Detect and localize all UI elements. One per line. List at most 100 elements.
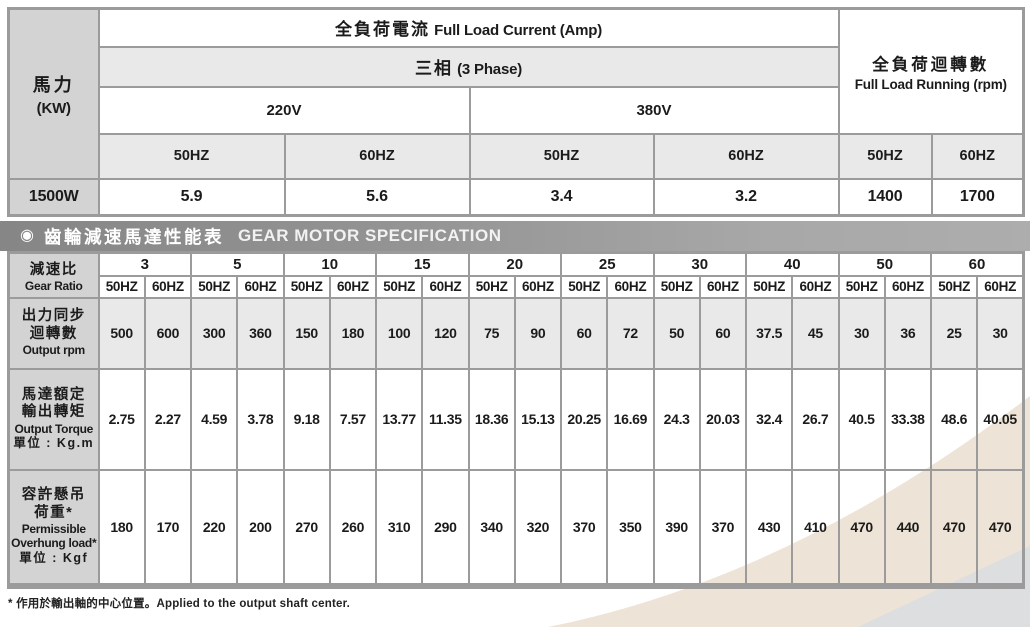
- rpm-cell: 100: [374, 296, 424, 370]
- torque-cell: 32.4: [744, 367, 794, 471]
- full-load-current-en: Full Load Current (Amp): [434, 22, 603, 40]
- horsepower-label-zh: 馬力: [32, 74, 75, 95]
- horsepower-label-en: (KW): [36, 99, 71, 117]
- gear-motor-spec-table: 減速比 Gear Ratio 3 5 10 15 20 25 30 40 50 …: [7, 251, 1025, 589]
- rpm-cell: 50: [652, 296, 701, 370]
- overhung-label-line: 容許懸吊: [21, 487, 86, 504]
- voltage-220-header: 220V: [97, 85, 471, 135]
- rpm-value-cell: 1400: [837, 177, 933, 217]
- hz-header-cell: 50HZ: [97, 274, 146, 299]
- output-torque-unit: 單位 : Kg.m: [13, 436, 95, 451]
- overhung-cell: 310: [374, 468, 424, 587]
- ratio-header-cell: 20: [467, 251, 562, 277]
- table-row: 減速比 Gear Ratio 3 5 10 15 20 25 30 40 50 …: [7, 251, 1025, 299]
- section-banner: ◉ 齒輪減速馬達性能表 GEAR MOTOR SPECIFICATION: [0, 221, 1030, 251]
- hz-header-cell: 50HZ: [559, 274, 609, 299]
- output-rpm-label-line: 出力同步: [21, 308, 86, 325]
- hz-header-cell: 50HZ: [374, 274, 424, 299]
- horsepower-header-cell: 馬力 (KW): [7, 7, 100, 180]
- gear-ratio-label-zh: 減速比: [29, 261, 78, 278]
- rpm-cell: 36: [883, 296, 933, 370]
- torque-cell: 13.77: [374, 367, 424, 471]
- hz-header-cell: 60HZ: [421, 274, 470, 299]
- output-torque-label-line: Output Torque: [14, 421, 94, 436]
- torque-cell: 2.27: [143, 367, 193, 471]
- rpm-cell: 90: [513, 296, 563, 370]
- rpm-cell: 600: [143, 296, 193, 370]
- phase-header: 三相 (3 Phase): [97, 45, 840, 88]
- hz-header-cell: 50HZ: [467, 274, 516, 299]
- overhung-cell: 220: [189, 468, 239, 587]
- ratio-header-cell: 60: [930, 251, 1025, 277]
- freq-header-cell: 60HZ: [930, 132, 1025, 180]
- table-row: 1500W 5.9 5.6 3.4 3.2 1400 1700: [7, 177, 1025, 217]
- current-value-cell: 5.9: [97, 177, 286, 217]
- table-row: 220V 380V: [9, 85, 1024, 135]
- rpm-cell: 150: [282, 296, 331, 370]
- torque-cell: 4.59: [189, 367, 239, 471]
- hz-header-cell: 60HZ: [236, 274, 285, 299]
- banner-title-en: GEAR MOTOR SPECIFICATION: [237, 226, 502, 245]
- spec-sheet: 馬力 (KW) 全負荷電流 Full Load Current (Amp) 全負…: [0, 7, 1030, 610]
- overhung-label-line: Overhung load*: [11, 536, 97, 551]
- overhung-cell: 270: [282, 468, 331, 587]
- freq-header-cell: 60HZ: [652, 132, 840, 180]
- hz-header-cell: 60HZ: [328, 274, 378, 299]
- ratio-header-cell: 30: [652, 251, 747, 277]
- torque-cell: 20.03: [698, 367, 748, 471]
- output-rpm-row-label: 出力同步 迴轉數 Output rpm: [7, 296, 100, 370]
- footnote: * 作用於輸出軸的中心位置。Applied to the output shaf…: [8, 597, 351, 610]
- rpm-cell: 72: [606, 296, 655, 370]
- rpm-cell: 25: [929, 296, 979, 370]
- freq-header-cell: 50HZ: [97, 132, 286, 180]
- gear-ratio-label-en: Gear Ratio: [24, 278, 83, 293]
- running-label-en: Full Load Running (rpm): [854, 76, 1007, 92]
- rpm-cell: 60: [559, 296, 609, 370]
- full-load-table: 馬力 (KW) 全負荷電流 Full Load Current (Amp) 全負…: [7, 7, 1025, 217]
- voltage-380-header: 380V: [468, 85, 840, 135]
- phase-label-zh: 三相: [414, 59, 453, 78]
- ratio-header-cell: 25: [560, 251, 655, 277]
- overhung-load-row: 容許懸吊 荷重* Permissible Overhung load* 單位 :…: [7, 468, 1025, 587]
- output-torque-label-line: 輸出轉矩: [21, 404, 86, 421]
- torque-cell: 48.6: [929, 367, 979, 471]
- output-torque-row: 馬達額定 輸出轉矩 Output Torque 單位 : Kg.m 2.75 2…: [7, 367, 1025, 471]
- output-rpm-label-line: Output rpm: [22, 343, 86, 358]
- table-row: 三相 (3 Phase): [9, 45, 1024, 88]
- torque-cell: 18.36: [467, 367, 516, 471]
- overhung-cell: 340: [467, 468, 516, 587]
- hz-header-cell: 60HZ: [976, 274, 1025, 299]
- hz-header-cell: 60HZ: [606, 274, 655, 299]
- torque-cell: 20.25: [559, 367, 609, 471]
- freq-header-cell: 60HZ: [283, 132, 471, 180]
- torque-cell: 26.7: [791, 367, 840, 471]
- hz-header-cell: 60HZ: [143, 274, 193, 299]
- full-load-current-header: 全負荷電流 Full Load Current (Amp): [97, 7, 840, 48]
- hz-header-cell: 60HZ: [791, 274, 840, 299]
- overhung-cell: 390: [652, 468, 701, 587]
- overhung-cell: 370: [559, 468, 609, 587]
- phase-label-en: (3 Phase): [457, 61, 523, 78]
- rpm-cell: 60: [698, 296, 748, 370]
- output-torque-row-label: 馬達額定 輸出轉矩 Output Torque 單位 : Kg.m: [7, 367, 100, 471]
- overhung-label-line: Permissible: [21, 522, 86, 536]
- ratio-header-cell: 3: [97, 251, 192, 277]
- table-row: 50HZ 60HZ 50HZ 60HZ 50HZ 60HZ 50HZ 60HZ …: [9, 274, 1025, 299]
- current-value-cell: 3.4: [468, 177, 655, 217]
- overhung-label-line: 荷重*: [34, 504, 74, 521]
- overhung-cell: 180: [97, 468, 146, 587]
- torque-cell: 9.18: [282, 367, 331, 471]
- rpm-cell: 75: [467, 296, 516, 370]
- target-bullet-icon: ◉: [20, 227, 34, 244]
- overhung-cell: 410: [791, 468, 840, 587]
- rpm-cell: 30: [976, 296, 1025, 370]
- full-load-running-header: 全負荷迴轉數 Full Load Running (rpm): [837, 7, 1025, 135]
- rpm-cell: 45: [791, 296, 840, 370]
- torque-cell: 15.13: [513, 367, 563, 471]
- overhung-cell: 170: [143, 468, 193, 587]
- torque-cell: 40.5: [837, 367, 886, 471]
- hz-header-cell: 60HZ: [698, 274, 748, 299]
- current-value-cell: 5.6: [283, 177, 471, 217]
- overhung-cell: 470: [976, 468, 1025, 587]
- hz-header-cell: 60HZ: [883, 274, 933, 299]
